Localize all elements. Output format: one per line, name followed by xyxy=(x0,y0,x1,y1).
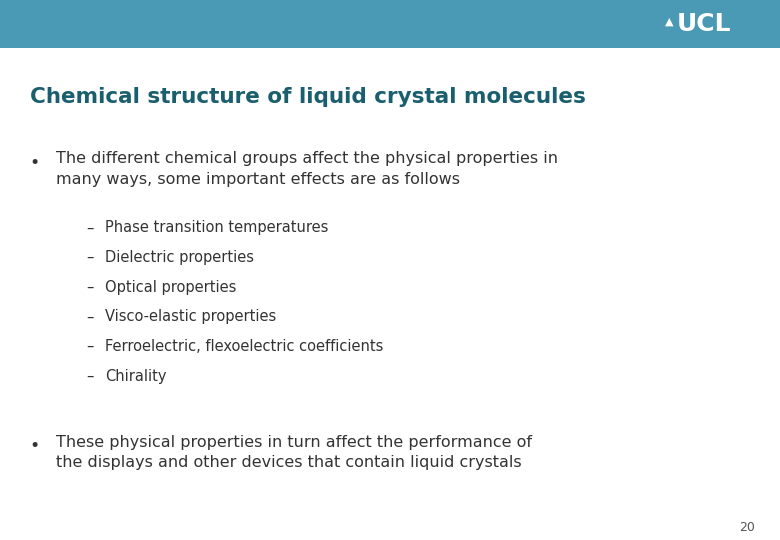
Text: –: – xyxy=(86,339,94,354)
Text: 20: 20 xyxy=(739,521,755,534)
Text: Chirality: Chirality xyxy=(105,369,167,384)
Text: UCL: UCL xyxy=(676,12,731,36)
Text: –: – xyxy=(86,250,94,265)
Text: Optical properties: Optical properties xyxy=(105,280,236,295)
Text: •: • xyxy=(30,437,40,455)
Text: –: – xyxy=(86,309,94,325)
Text: The different chemical groups affect the physical properties in
many ways, some : The different chemical groups affect the… xyxy=(56,151,558,187)
Text: Visco-elastic properties: Visco-elastic properties xyxy=(105,309,277,325)
Text: Phase transition temperatures: Phase transition temperatures xyxy=(105,220,328,235)
Text: –: – xyxy=(86,369,94,384)
Text: Ferroelectric, flexoelectric coefficients: Ferroelectric, flexoelectric coefficient… xyxy=(105,339,384,354)
Text: Dielectric properties: Dielectric properties xyxy=(105,250,254,265)
Text: These physical properties in turn affect the performance of
the displays and oth: These physical properties in turn affect… xyxy=(56,435,532,470)
Text: ▲: ▲ xyxy=(665,17,674,26)
Text: –: – xyxy=(86,280,94,295)
Bar xyxy=(0,0,780,48)
Text: Chemical structure of liquid crystal molecules: Chemical structure of liquid crystal mol… xyxy=(30,87,586,107)
Text: •: • xyxy=(30,154,40,172)
Text: –: – xyxy=(86,220,94,235)
